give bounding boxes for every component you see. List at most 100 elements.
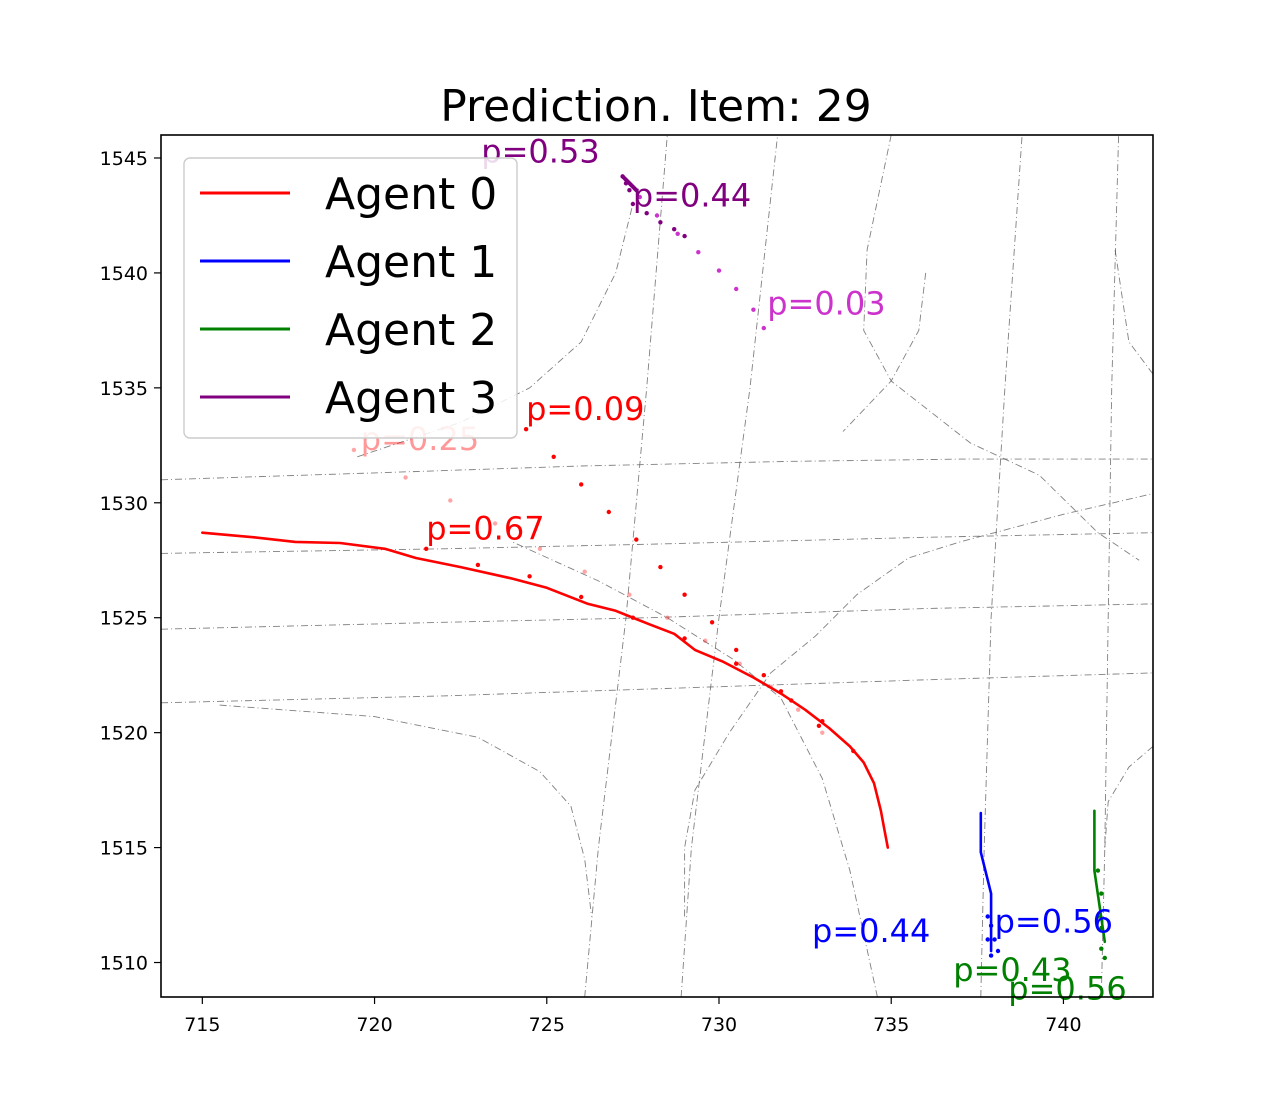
lane-line-13 [1114,249,1153,375]
lane-line-14 [1104,746,1153,848]
series-layer [201,174,1107,953]
y-tick-label: 1515 [100,838,148,860]
prediction-point [988,953,994,958]
series-line-agent-0 [201,531,890,849]
prediction-point [579,482,584,487]
x-tick-label: 730 [701,1014,737,1036]
y-tick-label: 1545 [100,148,148,170]
prediction-point [985,937,990,942]
probability-label: p=0.44 [633,176,751,214]
prediction-point [551,454,556,459]
lane-line-7 [1100,135,1120,997]
lane-line-11 [684,493,1153,917]
lane-line-1 [161,532,1153,554]
lane-line-4 [584,135,668,997]
prediction-point [992,937,997,942]
legend-label-agent-2: Agent 2 [325,305,497,356]
legend-label-agent-0: Agent 0 [325,169,497,220]
prediction-point [696,250,701,255]
x-tick-label: 740 [1045,1014,1081,1036]
legend: Agent 0 Agent 1 Agent 2 Agent 3 [183,157,518,439]
prediction-point [523,427,529,432]
y-tick-label: 1520 [100,723,148,745]
prediction-point [630,201,636,207]
prediction-point [606,509,611,515]
prediction-path-2 [523,427,822,728]
prediction-point [351,447,357,453]
prediction-point [658,564,663,570]
y-tick-label: 1540 [100,263,148,285]
prediction-point [737,661,742,666]
probability-label: p=0.67 [426,510,544,548]
prediction-point [995,948,1001,954]
probability-label: p=0.56 [995,903,1113,941]
x-tick-label: 725 [529,1014,565,1036]
prediction-point [1102,955,1108,961]
prediction-point [820,730,825,735]
series-line-agent-1 [979,811,993,953]
prediction-point [644,211,649,216]
prediction-point [492,521,498,526]
prediction-path-1 [351,447,825,735]
prediction-point [703,638,708,643]
y-tick-label: 1535 [100,378,148,400]
prediction-point [1099,891,1104,896]
probability-label: p=0.56 [1008,969,1126,1007]
plot-frame [160,134,1154,998]
prediction-path-8 [630,201,687,239]
prediction-path-9 [637,194,766,331]
prediction-point [1095,914,1101,919]
prediction-point [634,537,639,542]
x-tick-label: 715 [184,1014,220,1036]
prediction-point [475,562,481,568]
x-tick-label: 720 [356,1014,392,1036]
prediction-point [682,592,687,597]
prediction-point [658,220,663,225]
prediction-point [672,227,677,232]
lane-line-0 [161,458,1153,481]
legend-label-agent-1: Agent 1 [325,237,497,288]
probability-label: p=0.44 [812,912,930,950]
lane-line-2 [161,603,1153,630]
axis-ticks-layer: 715 720 725 730 735 740 1510 1515 1520 1525 1530 15… [100,148,1082,1036]
prediction-point [816,723,822,728]
prediction-point [1095,868,1101,873]
lane-line-12 [863,135,1140,561]
legend-label-agent-3: Agent 3 [325,373,497,424]
prediction-path-3 [985,914,994,958]
y-tick-label: 1525 [100,608,148,630]
prediction-point [637,194,642,200]
prediction-path-0 [424,546,856,754]
prediction-point [627,592,632,597]
y-tick-label: 1530 [100,493,148,515]
prediction-point [985,914,990,919]
prediction-point [424,546,429,551]
prediction-point [627,188,632,193]
prediction-point [761,325,766,331]
prediction-point [675,231,680,236]
lane-line-6 [980,135,1023,997]
chart-title: Prediction. Item: 29 [440,81,872,132]
probability-label: p=0.09 [526,390,644,428]
probability-label: p=0.03 [767,284,885,322]
probability-label: p=0.43 [953,951,1071,989]
prediction-point [403,475,408,480]
series-line-agent-3 [620,174,639,193]
prediction-point [682,233,687,239]
lane-line-3 [161,672,1153,704]
prediction-point [537,546,543,551]
prediction-point [654,213,660,218]
prediction-point [751,307,756,312]
prediction-point [665,615,670,620]
prediction-point [527,574,532,579]
x-tick-label: 735 [873,1014,909,1036]
prediction-point [582,569,587,574]
prediction-point [734,647,739,653]
prediction-point [734,286,739,292]
series-line-agent-2 [1093,809,1107,944]
prediction-point [579,594,584,600]
lane-line-5 [680,135,779,997]
lanes-layer [161,135,1153,997]
prediction-point [761,673,766,678]
